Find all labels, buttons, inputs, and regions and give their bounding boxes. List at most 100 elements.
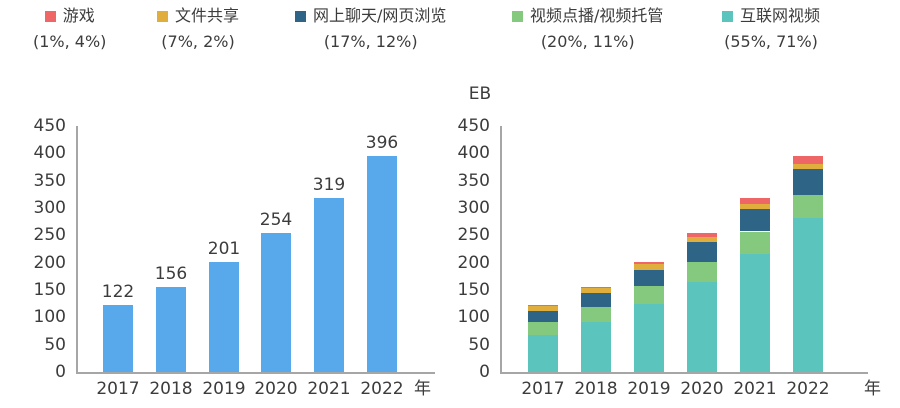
stack-segment-互联网视频-2019 xyxy=(634,304,664,372)
y-axis-line xyxy=(500,126,502,372)
x-axis-line xyxy=(76,372,435,374)
stack-segment-网上聊天/网页浏览-2018 xyxy=(581,293,611,307)
y-tick-label: 250 xyxy=(33,225,66,246)
bar-value-label-2019: 201 xyxy=(207,239,241,260)
x-tick-label: 2017 xyxy=(521,379,565,399)
y-tick-label: 350 xyxy=(457,170,490,191)
bar-value-label-2017: 122 xyxy=(101,282,135,303)
bar-2021 xyxy=(314,197,344,372)
stack-segment-互联网视频-2021 xyxy=(740,253,770,372)
legend-swatch-chat-browsing xyxy=(295,10,306,22)
stack-segment-游戏-2018 xyxy=(581,286,611,289)
stack-segment-网上聊天/网页浏览-2022 xyxy=(793,168,823,195)
stack-segment-文件共享-2020 xyxy=(687,236,717,243)
x-tick-label: 2019 xyxy=(627,379,671,399)
legend-item-internet-video: 互联网视频 (55%, 71%) xyxy=(722,6,820,51)
stack-segment-视频点播/视频托管-2017 xyxy=(528,322,558,336)
stack-segment-游戏-2019 xyxy=(634,262,664,265)
x-tick-label: 2022 xyxy=(360,379,404,399)
legend-label: 文件共享 xyxy=(175,6,240,25)
legend-item-games: 游戏 (1%, 4%) xyxy=(33,6,106,51)
stack-segment-互联网视频-2017 xyxy=(528,335,558,372)
x-tick-label: 2020 xyxy=(680,379,724,399)
stack-segment-视频点播/视频托管-2020 xyxy=(687,262,717,283)
legend-entry: 文件共享 xyxy=(157,6,239,27)
y-tick-label: 400 xyxy=(457,143,490,164)
x-tick-label: 2017 xyxy=(96,379,140,399)
x-tick-label: 2022 xyxy=(786,379,830,399)
y-tick-label: 0 xyxy=(479,362,490,382)
stack-segment-网上聊天/网页浏览-2020 xyxy=(687,242,717,263)
legend-label: 互联网视频 xyxy=(740,6,821,25)
x-axis-label-year-left: 年 xyxy=(414,379,431,399)
stack-segment-视频点播/视频托管-2021 xyxy=(740,231,770,254)
stack-segment-视频点播/视频托管-2018 xyxy=(581,306,611,323)
stack-segment-文件共享-2017 xyxy=(528,305,558,311)
x-tick-label: 2019 xyxy=(202,379,246,399)
legend-entry: 网上聊天/网页浏览 xyxy=(295,6,446,27)
y-tick-label: 300 xyxy=(33,198,66,218)
y-tick-label: 50 xyxy=(44,334,66,355)
x-tick-label: 2020 xyxy=(254,379,298,399)
bar-value-label-2021: 319 xyxy=(312,174,346,195)
x-axis-line xyxy=(500,372,868,374)
y-tick-label: 300 xyxy=(457,198,490,218)
y-axis-unit-label: EB xyxy=(468,84,492,104)
x-axis-label-year-right: 年 xyxy=(864,379,881,399)
x-tick-label: 2021 xyxy=(307,379,351,399)
stack-segment-互联网视频-2022 xyxy=(793,218,823,372)
legend-percentages: (17%, 12%) xyxy=(323,31,418,51)
legend-percentages: (20%, 11%) xyxy=(540,31,635,51)
stack-segment-视频点播/视频托管-2019 xyxy=(634,286,664,305)
legend-swatch-file-sharing xyxy=(157,10,168,22)
stack-segment-文件共享-2022 xyxy=(793,164,823,169)
legend-entry: 互联网视频 xyxy=(722,6,820,27)
y-tick-label: 100 xyxy=(33,307,66,328)
x-tick-label: 2021 xyxy=(733,379,777,399)
legend-item-vod-hosting: 视频点播/视频托管 (20%, 11%) xyxy=(512,6,663,51)
stack-segment-文件共享-2018 xyxy=(581,288,611,294)
x-tick-label: 2018 xyxy=(574,379,618,399)
stack-segment-文件共享-2021 xyxy=(740,203,770,210)
y-tick-label: 350 xyxy=(33,170,66,191)
stack-segment-游戏-2022 xyxy=(793,155,823,165)
legend-percentages: (7%, 2%) xyxy=(161,31,235,51)
legend-entry: 游戏 xyxy=(44,6,95,27)
y-axis-line xyxy=(76,126,78,372)
legend-label: 视频点播/视频托管 xyxy=(530,6,664,25)
bar-2017 xyxy=(103,305,133,372)
y-tick-label: 100 xyxy=(457,307,490,328)
legend-percentages: (55%, 71%) xyxy=(724,31,818,51)
legend-label: 游戏 xyxy=(62,6,95,25)
stack-segment-游戏-2017 xyxy=(528,305,558,306)
y-tick-label: 150 xyxy=(457,280,490,300)
legend-item-chat-browsing: 网上聊天/网页浏览 (17%, 12%) xyxy=(295,6,446,51)
x-tick-label: 2018 xyxy=(149,379,193,399)
legend-percentages: (1%, 4%) xyxy=(33,31,107,51)
stack-segment-游戏-2020 xyxy=(687,233,717,237)
y-tick-label: 200 xyxy=(33,252,66,273)
bar-2018 xyxy=(156,286,186,372)
stack-segment-互联网视频-2018 xyxy=(581,322,611,372)
legend-label: 网上聊天/网页浏览 xyxy=(313,6,447,25)
bar-2020 xyxy=(261,233,291,372)
legend-entry: 视频点播/视频托管 xyxy=(512,6,663,27)
y-tick-label: 0 xyxy=(55,362,66,382)
legend-item-file-sharing: 文件共享 (7%, 2%) xyxy=(157,6,239,51)
y-tick-label: 200 xyxy=(457,252,490,273)
y-tick-label: 450 xyxy=(457,116,490,136)
stack-segment-文件共享-2019 xyxy=(634,264,664,270)
bar-2022 xyxy=(367,155,397,372)
bar-value-label-2022: 396 xyxy=(365,132,399,153)
legend-swatch-vod-hosting xyxy=(512,10,523,22)
stack-segment-网上聊天/网页浏览-2021 xyxy=(740,209,770,232)
y-tick-label: 250 xyxy=(457,225,490,246)
bar-2019 xyxy=(209,262,239,372)
stack-segment-游戏-2021 xyxy=(740,197,770,204)
bar-value-label-2020: 254 xyxy=(259,210,293,231)
stack-segment-互联网视频-2020 xyxy=(687,282,717,372)
y-tick-label: 450 xyxy=(33,116,66,136)
